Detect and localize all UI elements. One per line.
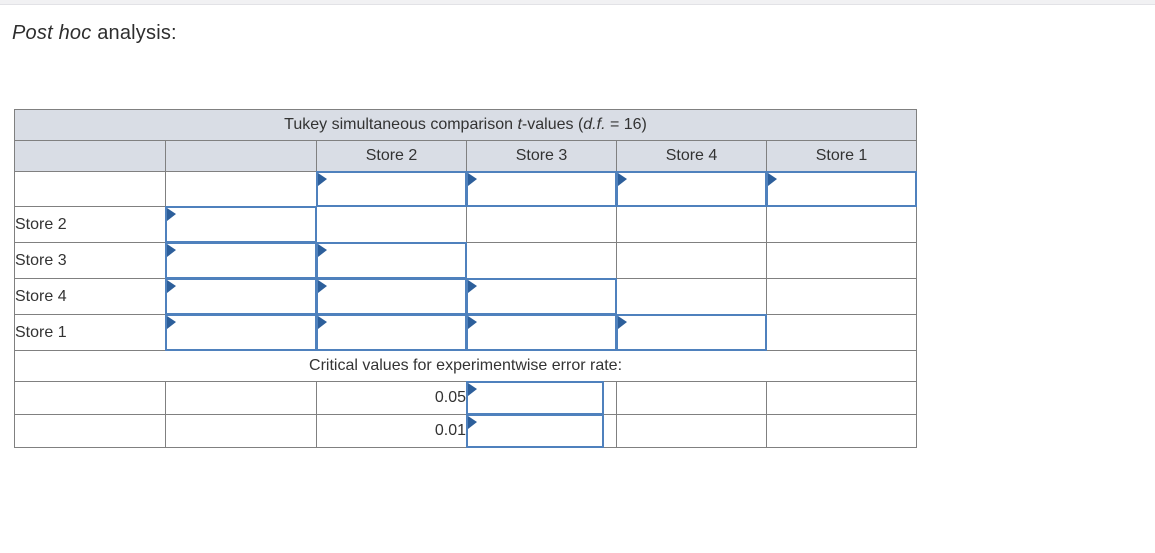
empty-header-cell — [14, 140, 166, 172]
empty-cell — [765, 206, 918, 243]
empty-cell — [765, 314, 918, 351]
empty-cell — [616, 278, 767, 315]
cell — [466, 414, 617, 448]
comparison-row-store-1: Store 1 — [14, 314, 918, 351]
critical-value-input-001[interactable] — [466, 414, 604, 448]
empty-cell — [765, 278, 918, 315]
cell — [165, 242, 317, 279]
mean-input-store-4[interactable] — [616, 171, 767, 207]
cell — [165, 206, 317, 243]
alpha-label-001: 0.01 — [316, 414, 467, 448]
cell — [165, 278, 317, 315]
t-value-input-store3-vs-store2[interactable] — [316, 242, 467, 279]
column-header-store-4: Store 4 — [616, 140, 767, 172]
t-value-input-store2-mean[interactable] — [165, 206, 317, 243]
empty-cell — [765, 414, 918, 448]
empty-cell — [765, 242, 918, 279]
row-label-store-2: Store 2 — [14, 206, 166, 243]
empty-header-cell — [165, 140, 317, 172]
page-title-italic: Post hoc — [12, 22, 92, 44]
critical-values-label: Critical values for experimentwise error… — [13, 350, 918, 382]
cell — [466, 314, 617, 351]
cell — [316, 171, 467, 207]
critical-value-row-005: 0.05 — [14, 381, 918, 415]
t-value-input-store1-vs-store3[interactable] — [466, 314, 617, 351]
empty-cell — [165, 381, 317, 415]
critical-values-header-row: Critical values for experimentwise error… — [13, 350, 918, 382]
row-label-store-3: Store 3 — [14, 242, 166, 279]
table-title-row: Tukey simultaneous comparison t-values (… — [13, 109, 918, 141]
cell — [765, 171, 918, 207]
empty-cell — [316, 206, 467, 243]
mean-input-store-2[interactable] — [316, 171, 467, 207]
empty-cell — [616, 206, 767, 243]
empty-cell — [466, 242, 617, 279]
alpha-label-005: 0.05 — [316, 381, 467, 415]
column-header-store-2: Store 2 — [316, 140, 467, 172]
row-label-store-1: Store 1 — [14, 314, 166, 351]
column-header-row: Store 2 Store 3 Store 4 Store 1 — [14, 140, 918, 172]
cell — [466, 381, 617, 415]
cell — [466, 171, 617, 207]
mean-input-store-3[interactable] — [466, 171, 617, 207]
t-value-input-store4-mean[interactable] — [165, 278, 317, 315]
row-label-store-4: Store 4 — [14, 278, 166, 315]
cell — [466, 278, 617, 315]
column-header-store-1: Store 1 — [765, 140, 918, 172]
column-header-store-3: Store 3 — [466, 140, 617, 172]
empty-cell — [765, 381, 918, 415]
critical-value-input-005[interactable] — [466, 381, 604, 415]
empty-cell — [616, 414, 767, 448]
top-divider — [0, 0, 1155, 5]
cell — [316, 242, 467, 279]
empty-cell — [165, 171, 317, 207]
empty-cell — [14, 171, 166, 207]
t-value-input-store1-vs-store4[interactable] — [616, 314, 767, 351]
t-value-input-store4-vs-store3[interactable] — [466, 278, 617, 315]
empty-cell — [14, 414, 166, 448]
mean-input-store-1[interactable] — [766, 171, 918, 207]
cell — [316, 278, 467, 315]
empty-cell — [165, 414, 317, 448]
group-mean-row — [14, 171, 918, 207]
tukey-comparison-table: Tukey simultaneous comparison t-values (… — [13, 109, 918, 448]
empty-cell — [616, 381, 767, 415]
comparison-row-store-3: Store 3 — [14, 242, 918, 279]
t-value-input-store4-vs-store2[interactable] — [316, 278, 467, 315]
t-value-input-store1-mean[interactable] — [165, 314, 317, 351]
critical-value-row-001: 0.01 — [14, 414, 918, 448]
empty-cell — [616, 242, 767, 279]
cell — [616, 314, 767, 351]
page-title-rest: analysis: — [91, 22, 177, 44]
empty-cell — [14, 381, 166, 415]
comparison-row-store-2: Store 2 — [14, 206, 918, 243]
t-value-input-store3-mean[interactable] — [165, 242, 317, 279]
cell — [316, 314, 467, 351]
empty-cell — [466, 206, 617, 243]
cell — [165, 314, 317, 351]
comparison-row-store-4: Store 4 — [14, 278, 918, 315]
table-title: Tukey simultaneous comparison t-values (… — [13, 109, 918, 141]
cell — [616, 171, 767, 207]
t-value-input-store1-vs-store2[interactable] — [316, 314, 467, 351]
page-title: Post hoc analysis: — [12, 20, 1155, 46]
